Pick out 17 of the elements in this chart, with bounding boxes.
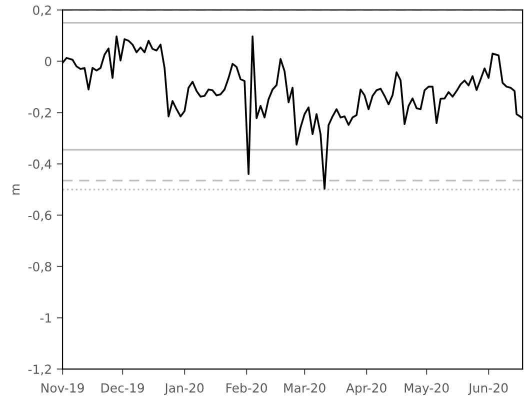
y-tick-label: -0,6	[28, 210, 52, 222]
y-tick-label: -0,4	[28, 159, 52, 170]
x-tick-label: Jun-20	[468, 383, 508, 395]
y-tick-label: -0,2	[28, 108, 51, 119]
y-tick-label: -0,8	[28, 262, 52, 273]
y-tick-label: -1	[40, 313, 51, 323]
x-tick-label: Mar-20	[284, 383, 326, 393]
y-tick-label: 0,2	[33, 5, 51, 16]
x-tick-label: May-20	[404, 383, 449, 396]
y-tick-label: -1,2	[28, 364, 51, 376]
x-tick-label: Nov-19	[42, 383, 84, 393]
x-tick-label: Apr-20	[346, 383, 386, 396]
x-tick-label: Dec-19	[101, 383, 144, 393]
x-tick-label: Jan-20	[164, 383, 204, 395]
y-axis-title: m	[12, 184, 20, 194]
x-tick-label: Feb-20	[226, 382, 267, 393]
y-tick-label: 0	[44, 56, 52, 66]
